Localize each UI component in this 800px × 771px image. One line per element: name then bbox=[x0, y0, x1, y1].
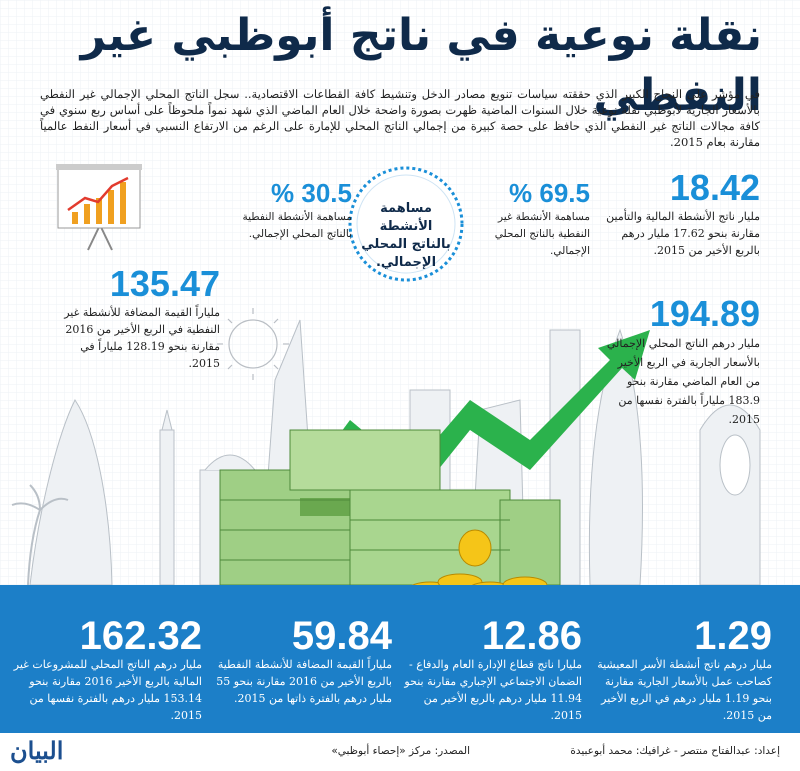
stat-financial: 18.42 مليار ناتج الأنشطة المالية والتأمي… bbox=[600, 168, 760, 259]
center-circle-label: مساهمة الأنشطة بالناتج المحلي الإجمالي. bbox=[361, 201, 451, 270]
cash-stack-icon bbox=[219, 429, 561, 586]
stat-description: مليار درهم الناتج المحلي للمشروعات غير ا… bbox=[13, 658, 202, 722]
pct-description: مساهمة الأنشطة غير النفطية بالناتج المحل… bbox=[494, 211, 590, 257]
palm-tree-icon bbox=[11, 484, 69, 586]
stat-description: ملياراً القيمة المضافة للأنشطة غير النفط… bbox=[64, 306, 220, 370]
bottom-stat-public-admin: 12.86 مليارا ناتج قطاع الإدارة العام وال… bbox=[396, 616, 582, 724]
credit-source: المصدر: مركز «إحصاء أبوظبي» bbox=[331, 745, 470, 757]
bottom-stat-non-financial: 162.32 مليار درهم الناتج المحلي للمشروعا… bbox=[10, 616, 202, 724]
chart-easel-icon bbox=[56, 164, 142, 251]
center-circle-ring bbox=[348, 166, 464, 282]
stat-value: 194.89 bbox=[649, 293, 760, 334]
stat-description: مليار ناتج الأنشطة المالية والتأمين مقار… bbox=[606, 210, 760, 257]
pct-description: مساهمة الأنشطة النفطية بالناتج المحلي ال… bbox=[242, 211, 352, 240]
credits-bar: إعداد: عبدالفتاح منتصر - غرافيك: محمد أب… bbox=[0, 733, 800, 771]
page-title: نقلة نوعية في ناتج أبوظبي غير النفطي bbox=[80, 10, 762, 121]
intro-paragraph: في مؤشر على النجاح الكبير الذي حققته سيا… bbox=[40, 87, 760, 149]
growth-arrow-icon bbox=[250, 330, 650, 555]
pct-value: % 69.5 bbox=[509, 178, 590, 208]
newspaper-logo: البيان bbox=[10, 736, 64, 765]
credit-preparation: إعداد: عبدالفتاح منتصر - غرافيك: محمد أب… bbox=[570, 745, 780, 757]
stat-value: 135.47 bbox=[109, 263, 220, 304]
stat-gdp: 194.89 مليار درهم الناتج المحلي الإجمالي… bbox=[600, 294, 760, 429]
stat-nonoil-added-value: 135.47 ملياراً القيمة المضافة للأنشطة غي… bbox=[60, 264, 220, 372]
stat-description: ملياراً القيمة المضافة للأنشطة النفطية ب… bbox=[216, 658, 392, 705]
stat-value: 12.86 bbox=[481, 614, 582, 658]
stat-value: 162.32 bbox=[79, 614, 202, 658]
sun-icon bbox=[217, 308, 289, 380]
stat-value: 59.84 bbox=[291, 614, 392, 658]
stat-value: 18.42 bbox=[669, 167, 760, 208]
bottom-stat-oil-added-value: 59.84 ملياراً القيمة المضافة للأنشطة الن… bbox=[206, 616, 392, 707]
bottom-stat-households: 1.29 مليار درهم ناتج أنشطة الأسر المعيشي… bbox=[586, 616, 772, 724]
pct-nonoil: % 69.5 مساهمة الأنشطة غير النفطية بالنات… bbox=[480, 178, 590, 260]
pct-oil: % 30.5 مساهمة الأنشطة النفطية بالناتج ال… bbox=[232, 178, 352, 243]
stat-description: مليار درهم الناتج المحلي الإجمالي بالأسع… bbox=[606, 337, 760, 426]
pct-value: % 30.5 bbox=[271, 178, 352, 208]
stat-description: مليار درهم ناتج أنشطة الأسر المعيشية كصا… bbox=[597, 658, 772, 722]
stat-description: مليارا ناتج قطاع الإدارة العام والدفاع -… bbox=[404, 658, 582, 722]
stat-value: 1.29 bbox=[694, 614, 772, 658]
